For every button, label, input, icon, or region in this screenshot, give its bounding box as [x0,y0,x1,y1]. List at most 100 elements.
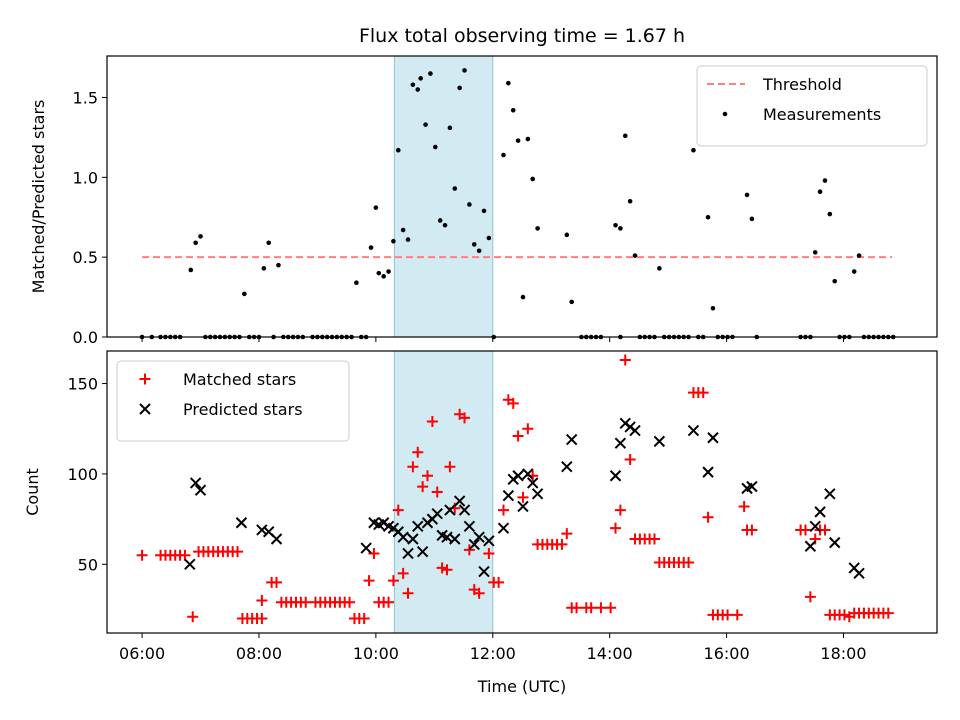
data-point [437,218,443,223]
legend-marker [139,373,151,385]
data-point [179,549,191,561]
data-point [501,152,506,158]
data-point [632,253,638,258]
data-point [569,299,574,305]
y-tick-label: 50 [78,555,98,574]
data-point [471,242,477,247]
data-point [418,76,423,81]
data-point [354,280,359,286]
data-point [410,82,416,88]
legend-label: Measurements [763,105,881,124]
data-point [702,466,714,478]
data-point [564,232,570,238]
legend: Matched stars Predicted stars [116,360,350,442]
x-tick-label: 08:00 [236,644,282,663]
count-panel: 50 100 150 06:00 08:00 10:00 12:00 14:00 16:00 18… [23,350,938,696]
data-point [476,248,482,254]
data-point [506,80,511,86]
data-point [561,460,573,473]
data-point [722,609,734,621]
data-point [512,470,524,482]
data-point [447,125,453,131]
y-tick-label: 150 [67,375,98,394]
y-tick-label: 0.5 [73,248,98,267]
x-tick-label: 10:00 [353,644,399,663]
observing-span [393,350,494,634]
legend: Threshold Measurements [696,65,928,147]
data-point [517,491,529,503]
data-point [622,133,628,139]
data-point [242,291,247,297]
data-point [428,71,433,76]
data-point [624,453,636,465]
data-point [812,250,818,255]
data-point [517,500,529,513]
data-point [822,178,828,183]
data-point [256,594,268,606]
x-tick-label: 16:00 [704,644,750,663]
data-point [193,240,198,246]
data-point [300,596,312,608]
data-point [530,176,536,182]
data-point [458,504,471,516]
data-point [376,270,382,276]
data-point [395,147,401,153]
data-point [697,387,709,399]
data-point [648,533,660,545]
data-point [407,533,419,545]
data-point [478,565,490,578]
data-point [261,266,267,271]
data-point [266,240,272,246]
data-point [462,68,467,73]
data-point [431,486,443,498]
data-point [473,587,485,599]
data-point [614,437,627,449]
legend-marker [139,403,151,415]
data-point [565,433,578,446]
data-point [515,138,521,143]
data-point [392,504,404,516]
legend-box [116,360,350,442]
data-point [710,305,716,311]
data-point [483,535,495,547]
data-point [525,136,531,142]
observing-span [393,55,494,338]
data-point [463,544,475,556]
data-point [522,423,534,435]
data-point [391,238,396,244]
data-point [687,424,700,437]
data-point [276,262,281,268]
axes-frame [106,55,938,338]
data-point [804,540,817,552]
data-point [691,147,696,153]
data-point [136,549,148,561]
data-point [373,205,379,210]
data-point [520,294,526,300]
series-x [184,417,865,580]
data-point [422,470,434,482]
data-point [189,477,202,489]
y-axis-label: Matched/Predicted stars [29,100,48,294]
y-axis-label: Count [23,468,42,516]
data-point [449,533,461,545]
data-point [705,214,711,220]
data-point [856,253,862,258]
data-point [527,477,539,489]
data-point [463,520,476,533]
data-point [657,266,662,271]
data-point [531,488,544,500]
data-point [535,226,540,231]
data-point [188,267,194,273]
data-point [232,546,244,558]
data-point [809,533,821,545]
data-point [838,609,850,621]
data-point [368,245,374,250]
legend-label: Predicted stars [183,400,303,419]
data-point [561,528,573,540]
data-point [486,235,492,241]
data-point [386,269,391,274]
x-tick-label: 18:00 [820,644,866,663]
data-point [360,542,372,554]
data-point [507,397,519,409]
data-point [457,85,462,91]
